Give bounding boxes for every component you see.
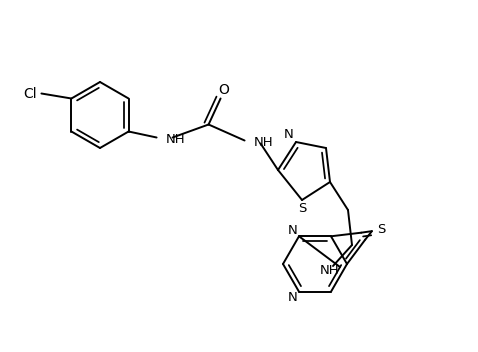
Text: N: N [288,291,298,304]
Text: N: N [288,224,298,237]
Text: S: S [377,223,385,235]
Text: NH: NH [320,264,340,277]
Text: NH: NH [165,133,185,146]
Text: S: S [298,202,306,215]
Text: O: O [218,82,229,96]
Text: N: N [284,128,294,142]
Text: Cl: Cl [23,87,37,101]
Text: NH: NH [253,136,273,149]
